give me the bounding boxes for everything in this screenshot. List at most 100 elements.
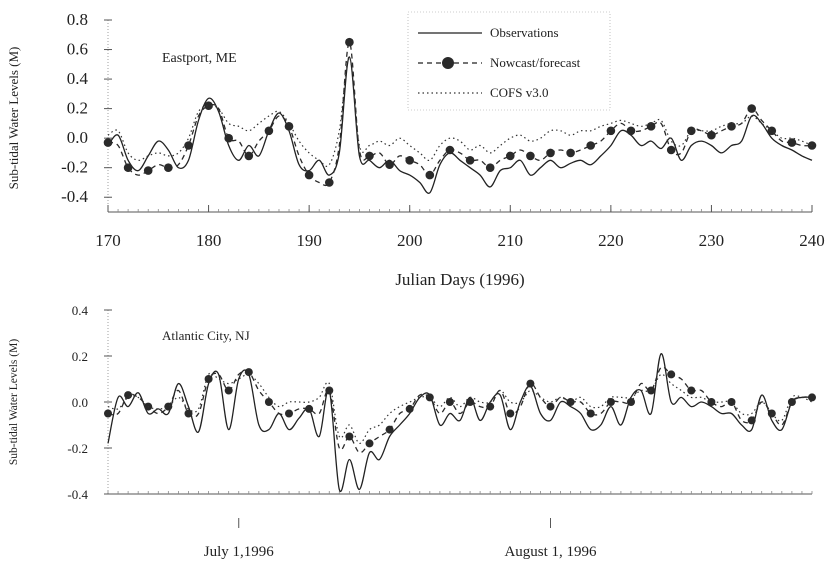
series-line-observations (107, 353, 813, 493)
atlantic-city-station-label: Atlantic City, NJ (162, 328, 250, 343)
nowcast-point (244, 368, 253, 377)
nowcast-point (325, 178, 334, 187)
nowcast-point (264, 126, 274, 136)
nowcast-point (184, 409, 193, 418)
y-tick-label: -0.4 (67, 487, 88, 502)
nowcast-point (365, 439, 374, 448)
y-tick-label: 0.0 (67, 128, 88, 147)
y-tick-label: 0.2 (67, 99, 88, 118)
nowcast-point (647, 386, 656, 395)
nowcast-point (385, 425, 394, 434)
nowcast-point (104, 409, 112, 418)
series-line-observations (107, 56, 813, 194)
x-date-label: July 1,1996 (204, 544, 275, 560)
nowcast-point (285, 409, 293, 418)
nowcast-point (767, 409, 776, 418)
atlantic-city-ylabel: Sub-tidal Water Levels (M) (8, 339, 20, 465)
eastport-axes: 170 180 190 200 210 220 230 240 -0.4 -0.2 0.0 0.2 0.… (61, 10, 825, 250)
nowcast-point (646, 122, 656, 131)
nowcast-point (123, 163, 133, 172)
nowcast-point (506, 409, 515, 418)
nowcast-point (546, 148, 555, 158)
y-tick-label: 0.0 (72, 395, 88, 410)
nowcast-point (526, 379, 535, 388)
nowcast-point (486, 402, 495, 411)
nowcast-point (586, 409, 595, 418)
nowcast-point (164, 163, 173, 172)
nowcast-point (707, 130, 716, 140)
nowcast-point (143, 166, 153, 175)
x-date-label: August 1, 1996 (504, 544, 597, 560)
legend-cofs-label: COFS v3.0 (490, 85, 549, 100)
x-tick-label: 230 (699, 231, 725, 250)
x-tick-label: 170 (95, 231, 121, 250)
x-tick-label: 240 (799, 231, 825, 250)
nowcast-point (124, 391, 133, 400)
nowcast-point (204, 375, 213, 383)
x-tick-label: 200 (397, 231, 423, 250)
nowcast-point (707, 398, 716, 406)
atlantic-city-axes: July 1,1996 August 1, 1996 -0.4 -0.2 0.0 0.2 0… (67, 303, 813, 560)
nowcast-point (425, 170, 435, 180)
nowcast-point (747, 104, 756, 113)
nowcast-point (365, 151, 374, 161)
nowcast-point (445, 398, 454, 406)
nowcast-point (485, 163, 495, 172)
nowcast-point (808, 393, 816, 402)
nowcast-point (465, 156, 475, 165)
eastport-xlabel: Julian Days (1996) (395, 270, 524, 289)
nowcast-point (727, 398, 736, 406)
nowcast-point (224, 386, 233, 395)
nowcast-point (566, 398, 575, 406)
nowcast-point (304, 170, 314, 180)
nowcast-point (425, 393, 434, 402)
nowcast-point (385, 160, 394, 169)
nowcast-point (264, 398, 273, 406)
nowcast-point (204, 101, 213, 110)
nowcast-point (787, 398, 796, 406)
legend-observations-label: Observations (490, 25, 559, 40)
nowcast-point (405, 404, 414, 413)
nowcast-point (345, 37, 354, 47)
nowcast-point (546, 402, 555, 411)
x-tick-label: 190 (296, 231, 322, 250)
nowcast-point (345, 432, 354, 441)
nowcast-point (787, 138, 797, 147)
nowcast-point (284, 122, 294, 131)
series-line-nowcast-forecast (107, 366, 813, 454)
y-tick-label: 0.6 (67, 40, 88, 59)
eastport-series (103, 37, 817, 194)
y-tick-label: 0.2 (72, 349, 88, 364)
y-tick-label: 0.8 (67, 10, 88, 29)
nowcast-point (405, 156, 415, 165)
eastport-panel: Sub-tidal Water Levels (M) Eastport, ME … (6, 10, 825, 289)
eastport-station-label: Eastport, ME (162, 51, 237, 66)
nowcast-point (666, 145, 676, 155)
x-tick-label: 220 (598, 231, 624, 250)
legend-nowcast-label: Nowcast/forecast (490, 55, 581, 70)
nowcast-point (184, 141, 193, 150)
nowcast-point (687, 386, 696, 395)
nowcast-point (747, 416, 756, 425)
x-tick-label: 180 (196, 231, 222, 250)
y-tick-label: -0.4 (61, 187, 88, 206)
nowcast-point (627, 398, 635, 406)
atlantic-city-panel: Sub-tidal Water Levels (M) Atlantic City… (8, 303, 816, 560)
nowcast-point (164, 402, 173, 411)
legend-nowcast-marker (442, 57, 454, 69)
nowcast-point (103, 138, 113, 147)
y-tick-label: -0.2 (67, 441, 88, 456)
nowcast-point (224, 133, 233, 143)
y-tick-label: -0.2 (61, 158, 88, 177)
nowcast-point (667, 370, 676, 379)
series-line-cofs-v3-0 (107, 56, 813, 167)
nowcast-point (606, 126, 616, 136)
nowcast-point (526, 151, 535, 161)
y-tick-label: 0.4 (67, 69, 89, 88)
eastport-ylabel: Sub-tidal Water Levels (M) (6, 47, 21, 190)
nowcast-point (626, 126, 636, 136)
nowcast-point (244, 151, 254, 161)
x-tick-label: 210 (498, 231, 524, 250)
nowcast-point (586, 141, 595, 150)
